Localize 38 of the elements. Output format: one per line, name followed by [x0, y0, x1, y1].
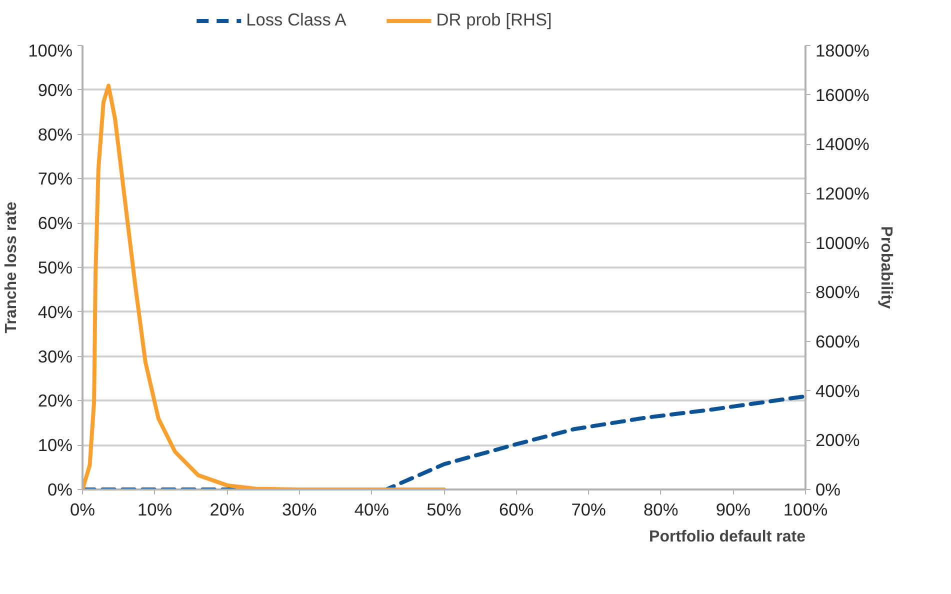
y2-tick-label: 1800%: [816, 40, 870, 60]
y-tick-label: 80%: [38, 124, 73, 144]
y-tick-label: 30%: [38, 346, 73, 366]
y-tick-label: 40%: [38, 302, 73, 322]
y2-tick-label: 800%: [816, 282, 860, 302]
y-tick-label: 100%: [28, 40, 73, 60]
x-tick-label: 20%: [210, 500, 244, 520]
y-tick-label: 20%: [38, 390, 73, 411]
line-series: [82, 84, 446, 490]
x-axis-title: Portfolio default rate: [649, 528, 806, 546]
y-tick-label: 70%: [38, 168, 73, 189]
x-tick-label: 60%: [498, 500, 534, 520]
x-tick-label: 40%: [354, 500, 390, 520]
x-tick-label: 30%: [282, 500, 317, 520]
y2-tick-label: 600%: [816, 332, 860, 352]
x-tick-label: 80%: [644, 500, 678, 520]
y-tick-label: 50%: [38, 258, 73, 278]
x-tick-label: 0%: [70, 500, 96, 520]
y2-tick-label: 1000%: [816, 232, 870, 253]
y-tick-label: 0%: [47, 480, 72, 500]
x-tick-label: 70%: [571, 500, 606, 520]
legend-label: DR prob [RHS]: [436, 10, 552, 30]
x-tick-label: 100%: [783, 500, 828, 520]
y-tick-label: 10%: [38, 435, 73, 456]
y-axis-title: Tranche loss rate: [3, 202, 20, 334]
y2-tick-label: 0%: [816, 480, 841, 500]
legend-label: Loss Class A: [246, 10, 346, 30]
y2-tick-label: 1200%: [816, 184, 870, 204]
y2-tick-label: 1600%: [816, 84, 870, 105]
x-tick-label: 90%: [716, 500, 751, 520]
y2-tick-label: 1400%: [816, 134, 870, 154]
y2-tick-label: 400%: [816, 380, 860, 401]
y2-tick-label: 200%: [816, 430, 860, 450]
y-tick-label: 60%: [38, 213, 73, 234]
y2-axis-title: Probability: [877, 226, 894, 309]
x-tick-label: 10%: [137, 500, 172, 520]
x-tick-label: 50%: [426, 500, 462, 520]
y-tick-label: 90%: [38, 80, 73, 100]
